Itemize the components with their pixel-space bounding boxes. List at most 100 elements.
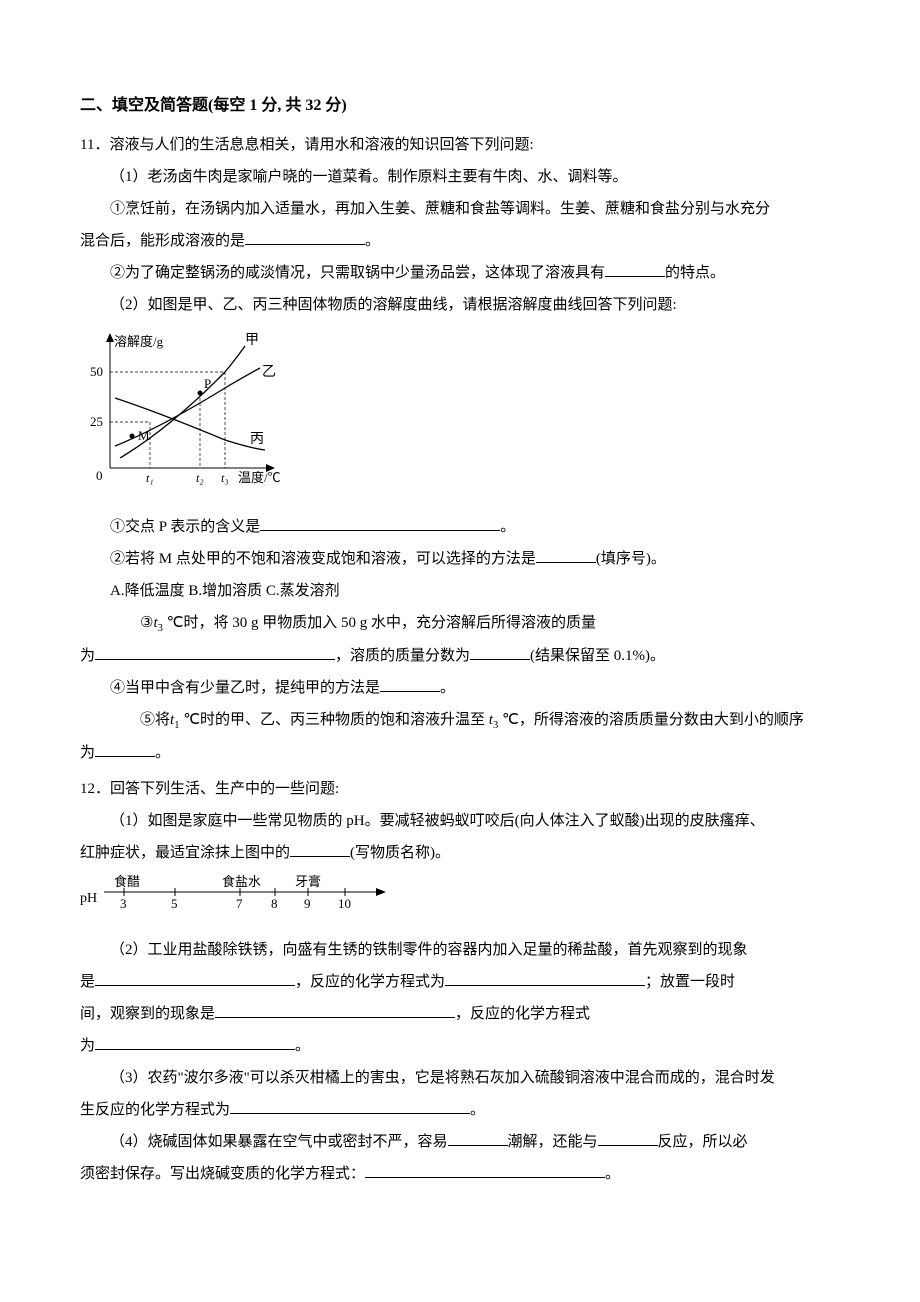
blank [95,642,335,660]
q11-p2-3-line1: ③t3 ℃时，将 30 g 甲物质加入 50 g 水中，充分溶解后所得溶液的质量 [80,608,840,639]
y25: 25 [90,414,103,429]
q12-p3-line1: （3）农药"波尔多液"可以杀灭柑橘上的害虫，它是将熟石灰加入硫酸铜溶液中混合而成… [80,1063,840,1093]
blank [260,513,500,531]
q12-p1-line2: 红肿症状，最适宜涂抹上图中的 (写物质名称)。 [80,838,840,868]
q12-p4d: 须密封保存。写出烧碱变质的化学方程式： [80,1166,365,1182]
q12-p2e: 间，观察到的现象是 [80,1006,215,1022]
q11-p1: （1）老汤卤牛肉是家喻户晓的一道菜肴。制作原料主要有牛肉、水、调料等。 [80,162,840,192]
ylabel: 溶解度/g [114,334,164,349]
q11-p2-5c: ℃，所得溶液的溶质质量分数由大到小的顺序 [498,712,804,728]
q11-intro: 11．溶液与人们的生活息息相关，请用水和溶液的知识回答下列问题: [80,130,840,160]
t3: t₃ [221,471,229,485]
section-title: 二、填空及简答题(每空 1 分, 共 32 分) [80,90,840,122]
q12-p1-line1: （1）如图是家庭中一些常见物质的 pH。要减轻被蚂蚁叮咬后(向人体注入了蚁酸)出… [80,806,840,836]
q11-p2-1: ①交点 P 表示的含义是 。 [80,512,840,542]
q12-p3-line2: 生反应的化学方程式为 。 [80,1095,840,1125]
y0: 0 [96,468,103,483]
ph-item4-label: 牙膏 [295,874,321,889]
q11-p2-5-line2: 为。 [80,738,840,768]
ph-item1-val: 5 [171,896,178,911]
q11-p1-2b: 的特点。 [665,265,725,281]
solubility-chart: 溶解度/g 50 25 0 M P 甲 乙 丙 [80,328,840,504]
q12-intro: 12．回答下列生活、生产中的一些问题: [80,774,840,804]
q11-p2-3d: ，溶质的质量分数为 [335,648,470,664]
ph-label: pH [80,891,97,906]
q11-p2-opts: A.降低温度 B.增加溶质 C.蒸发溶剂 [80,576,840,606]
q11-p2-3e: (结果保留至 0.1%)。 [530,648,665,664]
y50: 50 [90,364,103,379]
q11-p2: （2）如图是甲、乙、丙三种固体物质的溶解度曲线，请根据溶解度曲线回答下列问题: [80,290,840,320]
q12-p4b: 潮解，还能与 [508,1134,598,1150]
blank [95,968,295,986]
ph-item4-val: 9 [304,896,311,911]
q11-p2-1a: ①交点 P 表示的含义是 [110,519,260,535]
blank [290,839,350,857]
question-11: 11．溶液与人们的生活息息相关，请用水和溶液的知识回答下列问题: （1）老汤卤牛… [80,130,840,768]
q11-p1-2a: ②为了确定整锅汤的咸淡情况，只需取锅中少量汤品尝，这体现了溶液具有 [110,265,605,281]
q11-p2-3b: ℃时，将 30 g 甲物质加入 50 g 水中，充分溶解后所得溶液的质量 [163,615,596,631]
q11-p2-5e: 。 [155,745,170,761]
q12-p4-line1: （4）烧碱固体如果暴露在空气中或密封不严，容易 潮解，还能与 反应，所以必 [80,1127,840,1157]
q11-intro-text: 溶液与人们的生活息息相关，请用水和溶液的知识回答下列问题: [109,137,533,153]
q11-p1-1-line2: 混合后，能形成溶液的是 。 [80,226,840,256]
q11-p2-2b: (填序号)。 [596,551,666,567]
q11-num: 11． [80,137,109,153]
q12-p2-line1: （2）工业用盐酸除铁锈，向盛有生锈的铁制零件的容器内加入足量的稀盐酸，首先观察到… [80,935,840,965]
q11-p2-4a: ④当甲中含有少量乙时，提纯甲的方法是 [110,680,380,696]
q12-p3c: 。 [470,1102,485,1118]
xlabel: 温度/℃ [238,470,281,485]
q11-p1-1-line1: ①烹饪前，在汤锅内加入适量水，再加入生姜、蔗糖和食盐等调料。生姜、蔗糖和食盐分别… [80,194,840,224]
q12-p2d: ；放置一段时 [645,974,735,990]
q12-p2c: ，反应的化学方程式为 [295,974,445,990]
blank [230,1096,470,1114]
q12-p2b: 是 [80,974,95,990]
q12-p4c: 反应，所以必 [658,1134,748,1150]
q12-p3b: 生反应的化学方程式为 [80,1102,230,1118]
P-label: P [204,376,211,391]
q12-intro-text: 回答下列生活、生产中的一些问题: [110,781,339,797]
q11-p2-3-line2: 为，溶质的质量分数为(结果保留至 0.1%)。 [80,641,840,671]
q12-p2-line2: 是 ，反应的化学方程式为 ；放置一段时 [80,967,840,997]
q11-p2-5-line1: ⑤将 t1 ℃时的甲、乙、丙三种物质的饱和溶液升温至 t3 ℃，所得溶液的溶质质… [80,705,840,736]
q11-p2-5b: ℃时的甲、乙、丙三种物质的饱和溶液升温至 [179,712,488,728]
t1: t₁ [146,471,154,485]
q12-p2h: 。 [295,1038,310,1054]
q12-p2-line4: 为。 [80,1031,840,1061]
q12-p1c: (写物质名称)。 [350,845,450,861]
q11-p2-1b: 。 [500,519,515,535]
ph-item2-val: 7 [236,896,243,911]
q12-p1b: 红肿症状，最适宜涂抹上图中的 [80,845,290,861]
blank [365,1160,605,1178]
ph-item0-val: 3 [120,896,127,911]
M-label: M [138,428,150,443]
q12-p4a: （4）烧碱固体如果暴露在空气中或密封不严，容易 [110,1134,448,1150]
bing-label: 丙 [250,432,264,447]
blank [598,1128,658,1146]
blank [605,259,665,277]
blank [380,674,440,692]
q12-p2f: ，反应的化学方程式 [455,1006,590,1022]
jia-label: 甲 [245,333,259,348]
q12-num: 12． [80,781,110,797]
q12-p4e: 。 [605,1166,620,1182]
t2: t₂ [196,471,204,485]
q11-p2-2a: ②若将 M 点处甲的不饱和溶液变成饱和溶液，可以选择的方法是 [110,551,536,567]
blank [445,968,645,986]
blank [470,642,530,660]
q11-p2-5a: ⑤将 [110,705,170,735]
q11-p1-1c: 。 [365,233,380,249]
ph-scale: pH 食醋 3 5 食盐水 7 8 牙膏 9 10 [80,872,840,927]
q11-p1-2: ②为了确定整锅汤的咸淡情况，只需取锅中少量汤品尝，这体现了溶液具有 的特点。 [80,258,840,288]
ph-item0-label: 食醋 [114,874,140,889]
q12-p4-line2: 须密封保存。写出烧碱变质的化学方程式： 。 [80,1159,840,1189]
q11-p2-3a: ③ [110,608,153,638]
q11-p2-4: ④当甲中含有少量乙时，提纯甲的方法是 。 [80,673,840,703]
blank [215,1000,455,1018]
blank [95,739,155,757]
q12-p2g: 为 [80,1038,95,1054]
yi-label: 乙 [262,364,276,380]
q11-p2-4b: 。 [440,680,455,696]
q11-p1-1b: 混合后，能形成溶液的是 [80,233,245,249]
ph-item3-val: 8 [271,896,278,911]
ph-item5-val: 10 [338,896,351,911]
